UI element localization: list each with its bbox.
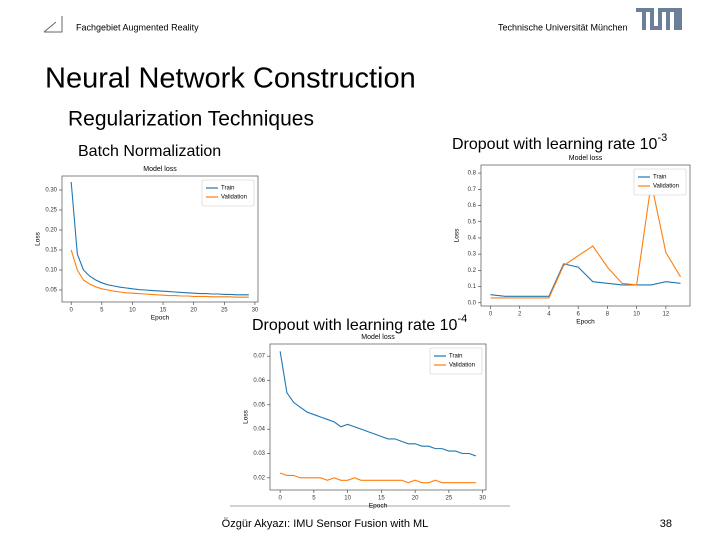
x-axis-label: Epoch <box>151 315 170 322</box>
loss-line <box>490 263 681 297</box>
y-tick-label: 0.25 <box>45 208 57 214</box>
legend-box <box>201 179 255 207</box>
y-tick-label: 0.02 <box>253 475 265 481</box>
x-tick-label: 6 <box>577 312 581 318</box>
y-tick-label: 0.30 <box>45 188 57 194</box>
y-tick-label: 0.6 <box>468 203 477 209</box>
loss-line <box>279 472 476 484</box>
loss-line <box>70 181 249 296</box>
x-tick-label: 5 <box>312 496 316 502</box>
caption-text: Dropout with learning rate 10 <box>252 317 458 334</box>
y-tick-label: 0.0 <box>468 300 477 306</box>
legend-label: Validation <box>221 195 247 201</box>
caption-exponent: -3 <box>657 132 667 144</box>
footer-author: Özgür Akyazı: IMU Sensor Fusion with ML <box>222 518 429 530</box>
legend-box <box>429 347 483 375</box>
y-tick-label: 0.04 <box>253 427 265 433</box>
y-tick-label: 0.2 <box>468 268 477 274</box>
legend-label: Validation <box>449 363 475 369</box>
x-tick-label: 20 <box>412 496 419 502</box>
caption-exponent: -4 <box>457 313 467 325</box>
legend-label: Validation <box>653 184 679 190</box>
y-axis-label: Loss <box>35 231 42 245</box>
x-tick-label: 0 <box>278 496 282 502</box>
slide-title: Neural Network Construction <box>45 63 416 95</box>
x-tick-label: 12 <box>663 312 670 318</box>
x-tick-label: 15 <box>160 308 167 314</box>
caption-text: Dropout with learning rate 10 <box>452 136 658 153</box>
chart-caption: Dropout with learning rate 10-3 <box>452 132 667 153</box>
chart-caption: Dropout with learning rate 10-4 <box>252 313 467 334</box>
chart-caption: Batch Normalization <box>78 143 221 160</box>
y-tick-label: 0.8 <box>468 171 477 177</box>
y-axis-label: Loss <box>454 228 461 242</box>
x-tick-label: 4 <box>547 312 551 318</box>
y-tick-label: 0.1 <box>468 284 477 290</box>
x-tick-label: 20 <box>190 308 197 314</box>
x-tick-label: 30 <box>252 308 259 314</box>
y-tick-label: 0.03 <box>253 451 265 457</box>
header-left: Fachgebiet Augmented Reality <box>76 22 199 32</box>
legend-label: Train <box>653 175 666 181</box>
x-tick-label: 15 <box>378 496 385 502</box>
y-tick-label: 0.06 <box>253 378 265 384</box>
caption-text: Batch Normalization <box>78 143 221 160</box>
y-tick-label: 0.07 <box>253 354 265 360</box>
x-tick-label: 25 <box>221 308 228 314</box>
x-tick-label: 2 <box>518 312 522 318</box>
chart-title: Model loss <box>361 334 395 341</box>
x-tick-label: 8 <box>606 312 610 318</box>
x-tick-label: 10 <box>344 496 351 502</box>
y-tick-label: 0.20 <box>45 228 57 234</box>
header-right: Technische Universität München <box>498 22 628 32</box>
x-axis-label: Epoch <box>369 503 388 510</box>
loss-line <box>490 182 681 299</box>
x-tick-label: 0 <box>70 308 74 314</box>
y-tick-label: 0.05 <box>253 402 265 408</box>
y-tick-label: 0.4 <box>468 236 477 242</box>
x-tick-label: 25 <box>446 496 453 502</box>
slide-subtitle: Regularization Techniques <box>68 108 314 131</box>
loss-line <box>70 249 249 298</box>
x-tick-label: 10 <box>129 308 136 314</box>
x-tick-label: 30 <box>479 496 486 502</box>
legend-label: Train <box>221 186 234 192</box>
chart-title: Model loss <box>569 155 603 162</box>
legend-label: Train <box>449 354 462 360</box>
y-tick-label: 0.10 <box>45 268 57 274</box>
page-number: 38 <box>660 518 672 530</box>
y-tick-label: 0.7 <box>468 187 477 193</box>
y-tick-label: 0.5 <box>468 219 477 225</box>
y-tick-label: 0.3 <box>468 252 477 258</box>
y-tick-label: 0.05 <box>45 288 57 294</box>
tum-logo <box>636 8 682 30</box>
y-axis-label: Loss <box>243 409 250 423</box>
x-tick-label: 5 <box>100 308 104 314</box>
small-logo <box>43 16 63 33</box>
chart-title: Model loss <box>143 166 177 173</box>
x-axis-label: Epoch <box>576 319 595 326</box>
x-tick-label: 0 <box>489 312 493 318</box>
legend-box <box>633 168 687 196</box>
loss-line <box>279 351 477 457</box>
x-tick-label: 10 <box>633 312 640 318</box>
y-tick-label: 0.15 <box>45 248 57 254</box>
